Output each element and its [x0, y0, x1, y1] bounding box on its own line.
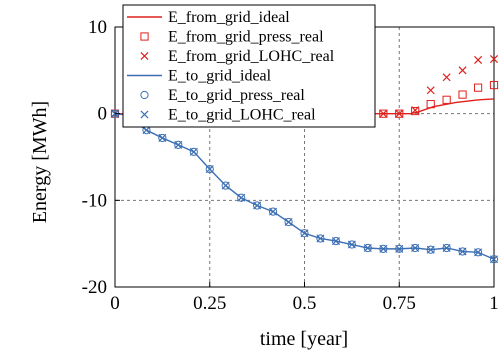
series-2-point-22	[458, 66, 467, 75]
series-4-point-13	[316, 234, 325, 243]
y-axis-label: Energy [MWh]	[29, 101, 51, 223]
series-1-point-23	[473, 83, 483, 92]
series-5-point-5	[189, 147, 198, 156]
series-4-point-14	[331, 236, 341, 246]
legend-label-2: E_from_grid_LOHC_real	[168, 48, 335, 65]
series-5-point-18	[395, 244, 404, 253]
series-4-point-9	[253, 201, 262, 210]
series-4-point-12	[300, 229, 309, 238]
series-4-point-17	[379, 244, 388, 253]
series-E_to_grid_press_real	[110, 109, 499, 264]
series-5-point-2	[142, 126, 151, 135]
y-axis-ticks: -20 -10 0 10	[82, 17, 120, 298]
series-2-point-18	[395, 109, 404, 118]
series-5-point-19	[411, 243, 420, 253]
series-5-point-8	[237, 193, 246, 202]
series-5-point-20	[426, 245, 435, 254]
series-5-point-21	[442, 243, 451, 253]
series-4-point-8	[237, 193, 246, 202]
series-5-point-17	[379, 244, 388, 253]
x-tick-label-4: 1	[489, 293, 499, 314]
series-5-point-10	[269, 207, 278, 216]
legend-swatch-4	[140, 90, 149, 100]
legend-label-1: E_from_grid_press_real	[168, 29, 324, 46]
legend-item-3: E_to_grid_ideal	[127, 68, 272, 85]
series-1-point-21	[442, 95, 451, 104]
series-5-point-7	[221, 181, 230, 190]
series-4-point-19	[411, 243, 420, 253]
series-1-point-18	[395, 109, 404, 118]
legend-item-4: E_to_grid_press_real	[140, 87, 305, 104]
series-4-point-15	[347, 240, 356, 249]
series-4-point-5	[189, 147, 198, 156]
series-1-point-17	[379, 109, 388, 118]
series-5-point-22	[458, 247, 467, 256]
legend-swatch-5	[140, 110, 149, 119]
series-4-point-3	[158, 133, 167, 143]
series-5-point-14	[331, 237, 340, 246]
legend-label-4: E_to_grid_press_real	[168, 87, 305, 104]
series-4-point-23	[473, 248, 483, 257]
series-2-point-23	[474, 55, 483, 64]
legend-box	[122, 4, 376, 128]
series-5-point-6	[205, 165, 214, 174]
y-tick-label-1: -10	[82, 190, 107, 211]
x-tick-label-3: 0.75	[383, 293, 416, 314]
series-1-point-22	[458, 90, 467, 99]
series-4-point-4	[174, 140, 183, 149]
series-4-point-11	[284, 217, 293, 227]
series-line-3	[114, 112, 495, 260]
series-5-point-16	[363, 243, 372, 253]
series-5-point-11	[284, 217, 293, 227]
legend-item-2: E_from_grid_LOHC_real	[140, 48, 335, 65]
series-4-point-16	[363, 243, 372, 253]
y-tick-label-2: 0	[98, 104, 108, 125]
series-1-point-19	[411, 106, 420, 116]
x-axis-ticks: 0 0.25 0.5 0.75 1	[110, 282, 499, 314]
series-4-point-21	[442, 243, 451, 253]
legend-item-1: E_from_grid_press_real	[140, 29, 324, 46]
series-5-point-4	[174, 140, 183, 149]
series-4-point-6	[205, 165, 214, 174]
series-4-point-18	[395, 244, 404, 253]
x-tick-label-0: 0	[110, 293, 120, 314]
series-E_to_grid_LOHC_real	[110, 109, 499, 264]
legend-swatch-2	[140, 51, 149, 61]
series-2-point-19	[411, 106, 420, 115]
legend: E_from_grid_ideal E_from_grid_press_real E…	[122, 4, 376, 128]
y-tick-label-3: 10	[88, 17, 107, 38]
y-tick-label-0: -20	[82, 277, 107, 298]
series-4-point-20	[426, 245, 435, 254]
series-5-point-9	[253, 201, 262, 210]
x-axis-label: time [year]	[260, 328, 348, 350]
legend-swatch-1	[140, 32, 149, 41]
series-E_to_grid_ideal	[114, 112, 495, 260]
series-4-point-10	[268, 207, 278, 216]
x-tick-label-2: 0.5	[293, 293, 317, 314]
series-1-point-24	[489, 80, 499, 90]
series-4-point-24	[489, 255, 499, 264]
legend-item-0: E_from_grid_ideal	[127, 9, 290, 26]
series-2-point-20	[426, 86, 435, 95]
series-5-point-3	[158, 133, 167, 142]
legend-label-5: E_to_grid_LOHC_real	[168, 107, 316, 124]
series-5-point-13	[316, 234, 325, 243]
series-5-point-12	[300, 229, 309, 238]
series-5-point-24	[489, 255, 499, 264]
legend-label-0: E_from_grid_ideal	[168, 9, 290, 26]
series-4-point-7	[221, 181, 230, 190]
x-tick-label-1: 0.25	[193, 293, 226, 314]
series-5-point-23	[474, 248, 483, 257]
series-5-point-15	[347, 240, 356, 249]
legend-label-3: E_to_grid_ideal	[168, 68, 272, 85]
series-2-point-17	[379, 109, 388, 118]
series-4-point-22	[458, 247, 467, 256]
series-1-point-20	[426, 100, 435, 109]
series-2-point-21	[442, 73, 451, 82]
series-2-point-24	[489, 55, 499, 64]
legend-item-5: E_to_grid_LOHC_real	[140, 107, 316, 124]
